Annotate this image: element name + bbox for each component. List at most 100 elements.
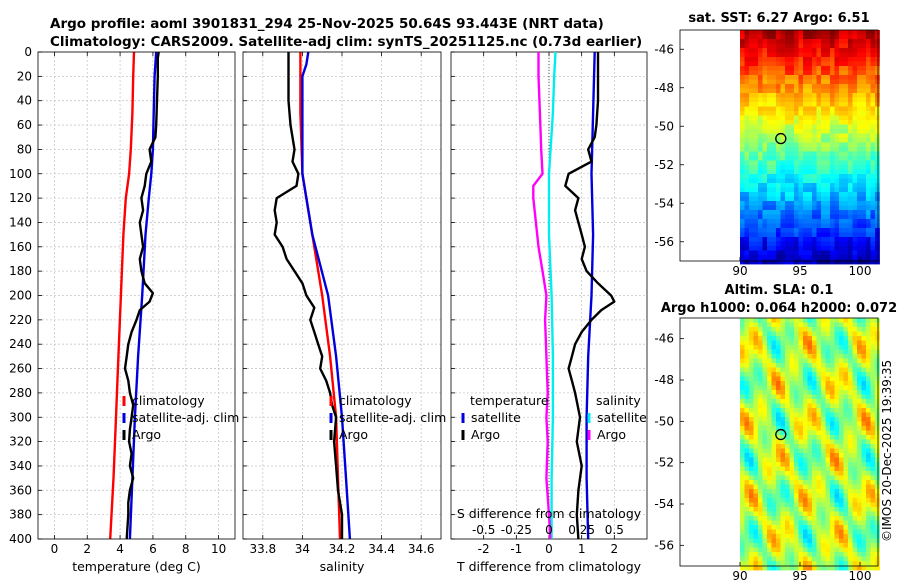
map-cell	[744, 435, 750, 440]
map-cell	[861, 376, 867, 382]
map-cell	[875, 529, 880, 535]
x-tick-label: 95	[792, 264, 807, 278]
map-cell	[749, 340, 754, 346]
map-cell	[866, 151, 871, 157]
map-cell	[875, 331, 880, 337]
map-cell	[753, 466, 759, 472]
map-cell	[807, 556, 813, 562]
map-cell	[807, 390, 813, 395]
map-cell	[812, 52, 817, 58]
map-cell	[848, 520, 853, 526]
map-cell	[875, 84, 880, 89]
map-cell	[798, 412, 804, 418]
map-cell	[749, 354, 754, 359]
map-cell	[830, 237, 835, 242]
map-cell	[803, 507, 808, 512]
map-cell	[870, 358, 876, 364]
map-cell	[875, 327, 880, 332]
map-cell	[825, 534, 831, 539]
map-cell	[821, 106, 826, 112]
map-cell	[816, 552, 822, 557]
map-cell	[866, 367, 871, 373]
map-cell	[794, 214, 799, 220]
series-line-s-satellite	[547, 51, 557, 539]
map-cell	[857, 480, 862, 485]
map-cell	[776, 255, 781, 260]
map-cell	[744, 336, 750, 341]
map-cell	[803, 93, 808, 98]
map-cell	[753, 165, 759, 170]
map-cell	[866, 174, 871, 179]
map-cell	[740, 43, 745, 49]
map-cell	[848, 232, 853, 238]
map-cell	[740, 453, 745, 458]
map-cell	[812, 151, 817, 157]
map-cell	[861, 201, 867, 206]
map-cell	[870, 552, 876, 557]
map-cell	[821, 529, 826, 535]
map-cell	[758, 241, 763, 247]
map-cell	[749, 156, 754, 161]
map-cell	[771, 376, 777, 382]
map-cell	[789, 61, 795, 67]
map-cell	[848, 196, 853, 202]
map-cell	[753, 408, 759, 413]
map-cell	[785, 381, 790, 386]
map-cell	[839, 79, 844, 85]
map-cell	[866, 196, 871, 202]
map-cell	[789, 165, 795, 170]
series-line-argo	[123, 51, 160, 540]
map-cell	[843, 115, 849, 121]
map-cell	[825, 88, 831, 94]
map-cell	[771, 511, 777, 517]
map-cell	[762, 57, 768, 62]
map-cell	[767, 156, 772, 161]
map-cell	[839, 529, 844, 535]
map-cell	[821, 390, 826, 395]
map-cell	[825, 183, 831, 188]
map-cell	[785, 466, 790, 472]
map-cell	[843, 210, 849, 215]
map-cell	[744, 471, 750, 476]
map-cell	[798, 376, 804, 382]
map-cell	[753, 358, 759, 364]
map-cell	[825, 462, 831, 467]
map-cell	[744, 565, 750, 571]
map-cell	[839, 219, 844, 224]
map-cell	[758, 120, 763, 125]
map-cell	[794, 354, 799, 359]
map-cell	[839, 417, 844, 422]
y-tick-label: 260	[9, 362, 32, 376]
figure-title-line2: Climatology: CARS2009. Satellite-adj cli…	[50, 34, 642, 50]
map-cell	[780, 480, 786, 485]
map-cell	[762, 529, 768, 535]
map-cell	[848, 475, 853, 481]
map-cell	[848, 84, 853, 89]
map-cell	[807, 133, 813, 139]
map-cell	[789, 417, 795, 422]
map-cell	[830, 345, 835, 350]
map-cell	[771, 178, 777, 184]
map-cell	[798, 354, 804, 359]
map-cell	[812, 448, 817, 454]
map-cell	[830, 529, 835, 535]
map-cell	[794, 390, 799, 395]
map-cell	[866, 39, 871, 44]
map-cell	[843, 124, 849, 130]
map-cell	[857, 174, 862, 179]
map-cell	[767, 444, 772, 449]
map-cell	[848, 75, 853, 80]
map-cell	[870, 511, 876, 517]
y-tick-label: -52	[654, 158, 674, 172]
map-cell	[812, 498, 817, 503]
map-cell	[798, 34, 804, 40]
map-cell	[812, 133, 817, 139]
map-cell	[870, 34, 876, 40]
map-cell	[843, 381, 849, 386]
map-cell	[830, 354, 835, 359]
map-cell	[870, 565, 876, 571]
map-cell	[848, 345, 853, 350]
map-cell	[834, 214, 840, 220]
map-cell	[794, 394, 799, 400]
